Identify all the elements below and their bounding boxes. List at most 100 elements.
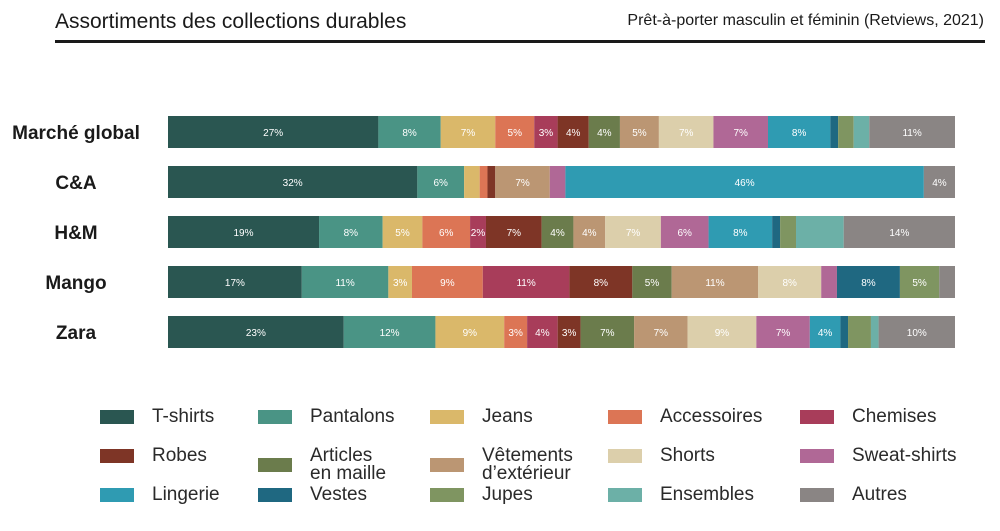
data-label-mango-pantalons: 11% (335, 278, 354, 289)
data-label-zara-robes: 3% (562, 328, 577, 339)
bar-segment-h-m-chemises (470, 216, 486, 248)
bar-segment-h-m-jupes (780, 216, 797, 248)
bar-segment-marche-global-robes (557, 116, 589, 148)
legend-label: Articles en maille (310, 445, 387, 484)
bar-segment-marche-global-sweat-shirts (713, 116, 768, 148)
bar-segment-marche-global-t-shirts (168, 116, 379, 148)
data-label-h-m-t-shirts: 19% (234, 228, 254, 239)
legend-item-autres: Autres (800, 484, 907, 505)
bar-segment-h-m-t-shirts (168, 216, 320, 248)
data-label-marche-global-t-shirts: 27% (263, 128, 283, 139)
legend-swatch (430, 488, 464, 502)
data-label-mango-shorts: 8% (783, 278, 798, 289)
data-label-marche-global-articles-en-maille: 4% (597, 128, 612, 139)
bar-segment-mango-vetements-d-exterieur (671, 266, 759, 298)
bar-segment-h-m-vetements-d-exterieur (573, 216, 606, 248)
bar-segment-h-m-accessoires (422, 216, 471, 248)
bar-segment-c-a-vetements-d-exterieur (495, 166, 550, 198)
data-label-zara-autres: 10% (907, 328, 927, 339)
data-label-c-a-pantalons: 6% (433, 178, 448, 189)
legend-item-t-shirts: T-shirts (100, 406, 215, 427)
bar-segment-zara-ensembles (870, 316, 879, 348)
data-label-mango-accessoires: 9% (440, 278, 455, 289)
data-label-zara-t-shirts: 23% (246, 328, 266, 339)
bar-segment-mango-vestes (836, 266, 900, 298)
data-label-zara-vetements-d-exterieur: 7% (654, 328, 669, 339)
data-label-zara-pantalons: 12% (380, 328, 400, 339)
legend-swatch (430, 410, 464, 424)
legend-label: Robes (152, 445, 207, 466)
legend-swatch (430, 458, 464, 472)
legend-label: Autres (852, 484, 907, 505)
category-label-h-m: H&M (54, 223, 97, 244)
bar-segment-h-m-sweat-shirts (660, 216, 709, 248)
bar-segment-marche-global-lingerie (767, 116, 831, 148)
data-label-h-m-lingerie: 8% (733, 228, 748, 239)
bar-segment-marche-global-accessoires (495, 116, 535, 148)
legend-label: Vestes (310, 484, 368, 505)
bar-segment-zara-shorts (687, 316, 757, 348)
data-label-h-m-jeans: 5% (395, 228, 410, 239)
data-label-h-m-vetements-d-exterieur: 4% (582, 228, 597, 239)
legend-swatch (608, 410, 642, 424)
legend-swatch (258, 488, 292, 502)
bar-segment-c-a-t-shirts (168, 166, 418, 198)
bar-segment-zara-t-shirts (168, 316, 344, 348)
legend-label: Ensembles (660, 484, 754, 505)
legend-label: T-shirts (152, 406, 215, 427)
data-label-mango-vestes: 8% (861, 278, 876, 289)
bar-segment-zara-lingerie (809, 316, 841, 348)
category-label-zara: Zara (56, 323, 97, 344)
legend-swatch (258, 410, 292, 424)
legend-item-chemises: Chemises (800, 407, 936, 426)
category-label-c-a: C&A (55, 173, 96, 194)
data-label-zara-chemises: 4% (535, 328, 550, 339)
data-label-marche-global-jeans: 7% (461, 128, 476, 139)
bar-segment-c-a-sweat-shirts (549, 166, 566, 198)
bar-segment-zara-pantalons (343, 316, 436, 348)
data-label-h-m-autres: 14% (889, 228, 909, 239)
data-label-h-m-sweat-shirts: 6% (677, 228, 692, 239)
bar-segment-zara-vestes (840, 316, 849, 348)
legend-swatch (608, 449, 642, 463)
legend-item-lingerie: Lingerie (100, 485, 220, 504)
legend-item-jeans: Jeans (430, 407, 533, 426)
bar-segment-c-a-pantalons (417, 166, 465, 198)
data-label-mango-vetements-d-exterieur: 11% (705, 278, 724, 289)
legend-item-vetements-d-exterieur: Vêtements d’extérieur (430, 445, 573, 484)
stacked-bar-chart: Marché global 27% 8% 7% 5% 3% 4% 4% 5% 7% 7% 8% 11% C… (12, 116, 955, 348)
legend-item-pantalons: Pantalons (258, 407, 395, 426)
category-label-mango: Mango (45, 273, 106, 294)
data-label-zara-accessoires: 3% (508, 328, 523, 339)
data-label-h-m-shorts: 7% (626, 228, 641, 239)
bar-segment-c-a-robes (487, 166, 496, 198)
data-label-marche-global-lingerie: 8% (792, 128, 807, 139)
bar-segment-mango-jupes (899, 266, 940, 298)
bar-segment-h-m-ensembles (796, 216, 844, 248)
data-label-mango-t-shirts: 17% (225, 278, 245, 289)
legend-label: Vêtements d’extérieur (482, 445, 573, 484)
chart-subtitle: Prêt-à-porter masculin et féminin (Retvi… (627, 12, 984, 29)
data-label-h-m-articles-en-maille: 4% (550, 228, 565, 239)
bar-segment-mango-robes (569, 266, 633, 298)
bar-segment-zara-robes (557, 316, 581, 348)
data-label-zara-sweat-shirts: 7% (776, 328, 791, 339)
data-label-marche-global-chemises: 3% (539, 128, 554, 139)
bar-segment-marche-global-ensembles (853, 116, 870, 148)
bar-segment-marche-global-jeans (440, 116, 496, 148)
bar-segment-marche-global-vestes (830, 116, 839, 148)
data-label-h-m-accessoires: 6% (439, 228, 454, 239)
chart-title: Assortiments des collections durables (55, 10, 407, 33)
legend-item-sweat-shirts: Sweat-shirts (800, 446, 957, 465)
data-label-zara-shorts: 9% (715, 328, 730, 339)
bar-segment-marche-global-shorts (658, 116, 714, 148)
legend-item-robes: Robes (100, 445, 207, 466)
bar-segment-h-m-articles-en-maille (541, 216, 574, 248)
data-label-zara-jeans: 9% (463, 328, 478, 339)
legend-item-vestes: Vestes (258, 484, 368, 505)
legend-swatch (100, 488, 134, 502)
bar-segment-h-m-pantalons (319, 216, 383, 248)
data-label-mango-articles-en-maille: 5% (645, 278, 660, 289)
legend-swatch (800, 488, 834, 502)
legend-item-articles-en-maille: Articles en maille (258, 445, 387, 484)
